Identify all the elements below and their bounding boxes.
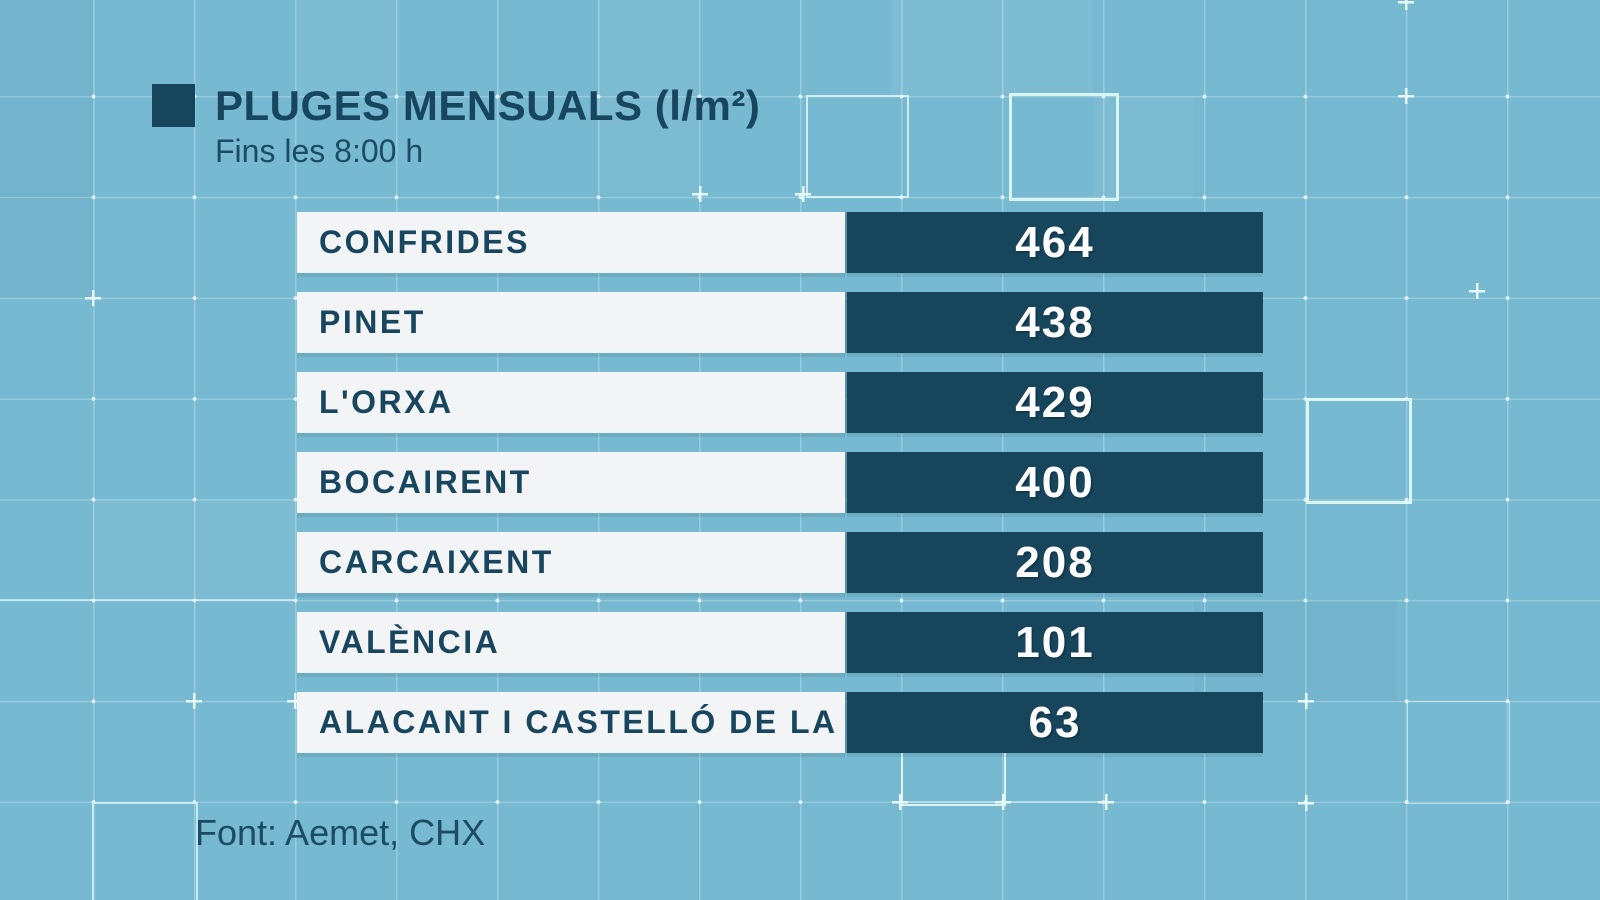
station-name-cell: VALÈNCIA <box>297 612 845 673</box>
cell-divider <box>845 532 847 593</box>
rainfall-value: 464 <box>1015 217 1095 267</box>
chart-subtitle: Fins les 8:00 h <box>215 133 424 169</box>
station-name-cell: CONFRIDES <box>297 212 845 273</box>
station-name-cell: BOCAIRENT <box>297 452 845 513</box>
station-name-cell: PINET <box>297 292 845 353</box>
rainfall-value-cell: 438 <box>847 292 1263 353</box>
rainfall-value: 63 <box>1028 697 1082 747</box>
cell-divider <box>845 612 847 673</box>
table-row: VALÈNCIA 101 <box>297 612 1263 673</box>
rainfall-value: 438 <box>1015 297 1095 347</box>
station-name-cell: CARCAIXENT <box>297 532 845 593</box>
table-row: L'ORXA 429 <box>297 372 1263 433</box>
cell-divider <box>845 212 847 273</box>
rainfall-value-cell: 208 <box>847 532 1263 593</box>
station-name: PINET <box>319 304 426 340</box>
station-name: CARCAIXENT <box>319 544 554 580</box>
chart-header: PLUGES MENSUALS (l/m²) Fins les 8:00 h <box>152 84 760 168</box>
rainfall-value-cell: 429 <box>847 372 1263 433</box>
station-name-cell: L'ORXA <box>297 372 845 433</box>
rainfall-value: 400 <box>1015 457 1095 507</box>
station-name: ALACANT I CASTELLÓ DE LA P. <box>319 704 879 740</box>
cell-divider <box>845 692 847 753</box>
table-row: PINET 438 <box>297 292 1263 353</box>
cell-divider <box>845 372 847 433</box>
station-name: CONFRIDES <box>319 224 530 260</box>
source-attribution: Font: Aemet, CHX <box>195 812 486 853</box>
cell-divider <box>845 292 847 353</box>
chart-title: PLUGES MENSUALS (l/m²) <box>215 82 761 129</box>
station-name-cell: ALACANT I CASTELLÓ DE LA P. <box>297 692 876 753</box>
rainfall-table: CONFRIDES 464 PINET 438 L'ORXA 429 BOCAI… <box>297 212 1263 772</box>
rainfall-value-cell: 101 <box>847 612 1263 673</box>
title-bullet-square <box>152 84 195 127</box>
rainfall-value-cell: 63 <box>847 692 1263 753</box>
rainfall-value-cell: 464 <box>847 212 1263 273</box>
rainfall-value-cell: 400 <box>847 452 1263 513</box>
rainfall-value: 208 <box>1015 537 1095 587</box>
table-row: CONFRIDES 464 <box>297 212 1263 273</box>
table-row: BOCAIRENT 400 <box>297 452 1263 513</box>
station-name: L'ORXA <box>319 384 454 420</box>
table-row: CARCAIXENT 208 <box>297 532 1263 593</box>
station-name: VALÈNCIA <box>319 624 501 660</box>
cell-divider <box>845 452 847 513</box>
table-row: ALACANT I CASTELLÓ DE LA P. 63 <box>297 692 1263 753</box>
rainfall-value: 429 <box>1015 377 1095 427</box>
rainfall-value: 101 <box>1015 617 1095 667</box>
station-name: BOCAIRENT <box>319 464 532 500</box>
